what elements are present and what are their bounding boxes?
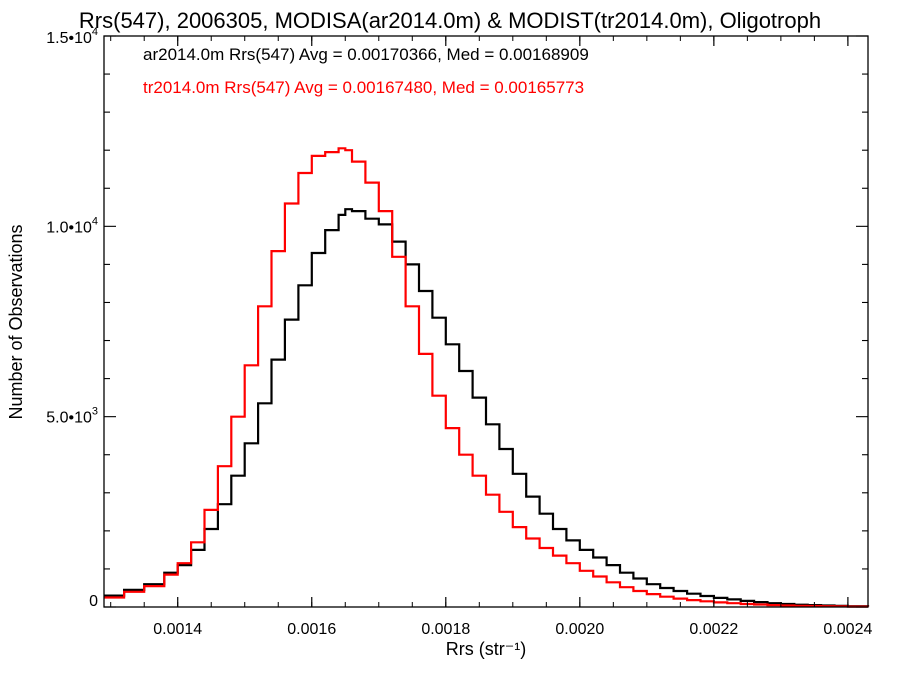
plot-frame — [103, 35, 869, 608]
x-tick-label: 0.0022 — [689, 621, 738, 638]
legend: ar2014.0m Rrs(547) Avg = 0.00170366, Med… — [143, 45, 589, 97]
x-tick-label: 0.0016 — [287, 621, 336, 638]
x-tick-labels: 0.0014 0.0016 0.0018 0.0020 0.0022 0.0024 — [153, 621, 872, 638]
x-tick-label: 0.0024 — [823, 621, 872, 638]
plot-area — [103, 35, 870, 608]
legend-entry-tr2014: tr2014.0m Rrs(547) Avg = 0.00167480, Med… — [143, 78, 584, 97]
series-line-tr2014 — [104, 147, 870, 608]
x-tick-label: 0.0018 — [421, 621, 470, 638]
y-tick-label: 1.0•104 — [46, 215, 98, 236]
x-axis-label: Rrs (str⁻¹) — [446, 639, 526, 659]
chart-title: Rrs(547), 2006305, MODISA(ar2014.0m) & M… — [79, 8, 821, 33]
series-line-ar2014 — [104, 208, 870, 608]
tick-marks — [104, 35, 868, 608]
y-tick-labels: 0 5.0•103 1.0•104 1.5•104 — [46, 26, 98, 610]
y-tick-label: 5.0•103 — [46, 406, 98, 427]
y-axis-label: Number of Observations — [6, 224, 26, 419]
x-tick-label: 0.0014 — [153, 621, 202, 638]
legend-entry-ar2014: ar2014.0m Rrs(547) Avg = 0.00170366, Med… — [143, 45, 589, 64]
y-tick-label: 1.5•104 — [46, 26, 98, 47]
series-layer — [104, 147, 870, 608]
y-tick-label: 0 — [89, 593, 98, 610]
x-tick-label: 0.0020 — [555, 621, 604, 638]
